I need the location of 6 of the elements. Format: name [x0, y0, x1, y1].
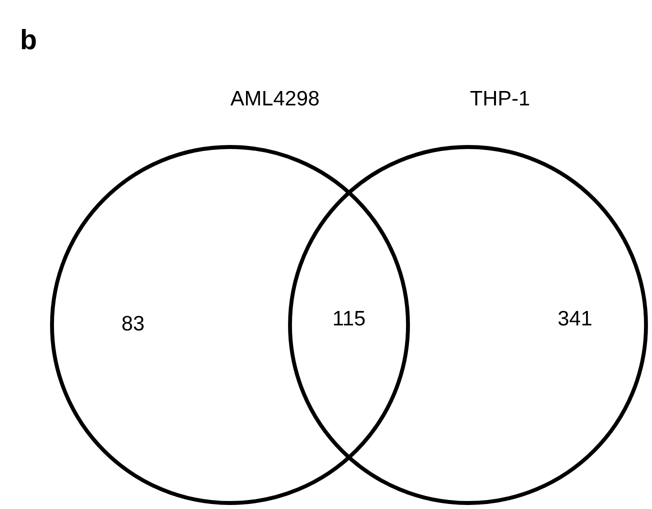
data-label: 341	[558, 310, 592, 326]
data-label: 115	[334, 311, 365, 326]
text: THP-1	[470, 91, 530, 106]
data-label: 83	[122, 316, 144, 331]
text: AML4298	[230, 90, 319, 106]
text: b	[22, 29, 36, 50]
